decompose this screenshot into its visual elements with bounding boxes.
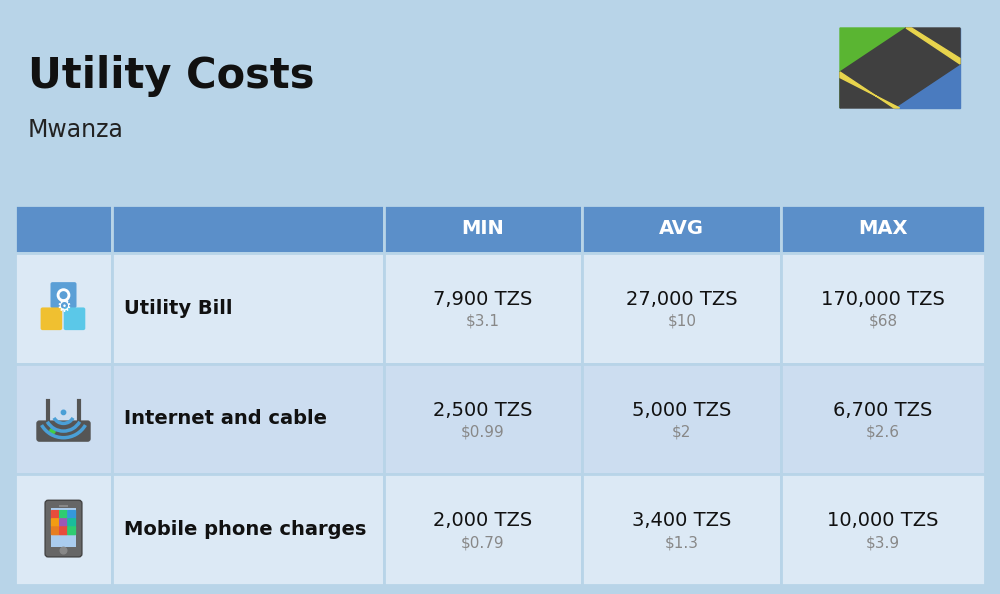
Polygon shape: [894, 28, 960, 108]
Circle shape: [60, 292, 67, 298]
Polygon shape: [840, 28, 960, 108]
Bar: [384, 253, 582, 364]
Text: 5,000 TZS: 5,000 TZS: [632, 400, 732, 419]
Bar: [15, 253, 112, 364]
Text: 170,000 TZS: 170,000 TZS: [821, 290, 945, 309]
FancyBboxPatch shape: [51, 510, 60, 519]
Text: AVG: AVG: [659, 220, 704, 239]
Text: ⚙: ⚙: [56, 298, 71, 316]
Bar: [582, 475, 781, 585]
Bar: [59, 505, 68, 507]
FancyBboxPatch shape: [67, 518, 76, 527]
Text: MAX: MAX: [858, 220, 908, 239]
FancyBboxPatch shape: [59, 518, 68, 527]
Text: $3.9: $3.9: [866, 535, 900, 550]
Circle shape: [57, 289, 70, 301]
FancyBboxPatch shape: [51, 518, 60, 527]
FancyBboxPatch shape: [51, 526, 60, 535]
FancyBboxPatch shape: [67, 526, 76, 535]
Bar: [582, 364, 781, 475]
Text: $0.99: $0.99: [461, 425, 505, 440]
Bar: [15, 205, 112, 253]
Circle shape: [60, 547, 67, 554]
Text: 2,000 TZS: 2,000 TZS: [433, 511, 533, 530]
Bar: [112, 253, 384, 364]
Text: Mwanza: Mwanza: [28, 118, 124, 142]
Text: Utility Costs: Utility Costs: [28, 55, 314, 97]
Bar: [112, 205, 384, 253]
Bar: [582, 205, 781, 253]
Text: $3.1: $3.1: [466, 314, 500, 329]
Text: 2,500 TZS: 2,500 TZS: [433, 400, 533, 419]
Text: $10: $10: [667, 314, 696, 329]
Text: $2: $2: [672, 425, 692, 440]
Polygon shape: [906, 28, 960, 64]
FancyBboxPatch shape: [59, 526, 68, 535]
Text: Mobile phone charges: Mobile phone charges: [124, 520, 366, 539]
Text: 27,000 TZS: 27,000 TZS: [626, 290, 738, 309]
Bar: [112, 364, 384, 475]
Text: 10,000 TZS: 10,000 TZS: [827, 511, 939, 530]
Bar: [384, 364, 582, 475]
FancyBboxPatch shape: [50, 282, 76, 308]
Text: Utility Bill: Utility Bill: [124, 299, 232, 318]
Text: $68: $68: [869, 314, 898, 329]
Bar: [15, 475, 112, 585]
Bar: [51, 508, 76, 547]
Polygon shape: [840, 28, 906, 108]
Bar: [781, 253, 985, 364]
Bar: [384, 475, 582, 585]
Bar: [15, 364, 112, 475]
Bar: [781, 475, 985, 585]
FancyBboxPatch shape: [41, 308, 62, 330]
Bar: [112, 475, 384, 585]
Bar: [582, 253, 781, 364]
Text: MIN: MIN: [462, 220, 504, 239]
FancyBboxPatch shape: [36, 421, 91, 442]
Circle shape: [50, 428, 55, 434]
Circle shape: [61, 410, 66, 415]
FancyBboxPatch shape: [45, 500, 82, 557]
Bar: [781, 205, 985, 253]
Text: 3,400 TZS: 3,400 TZS: [632, 511, 732, 530]
Text: $2.6: $2.6: [866, 425, 900, 440]
Text: $1.3: $1.3: [665, 535, 699, 550]
FancyBboxPatch shape: [59, 510, 68, 519]
Text: $0.79: $0.79: [461, 535, 505, 550]
FancyBboxPatch shape: [67, 510, 76, 519]
Text: Internet and cable: Internet and cable: [124, 409, 327, 428]
Polygon shape: [840, 72, 900, 108]
FancyBboxPatch shape: [64, 308, 85, 330]
Bar: [781, 364, 985, 475]
Text: 7,900 TZS: 7,900 TZS: [433, 290, 533, 309]
Bar: [384, 205, 582, 253]
Text: 6,700 TZS: 6,700 TZS: [833, 400, 933, 419]
